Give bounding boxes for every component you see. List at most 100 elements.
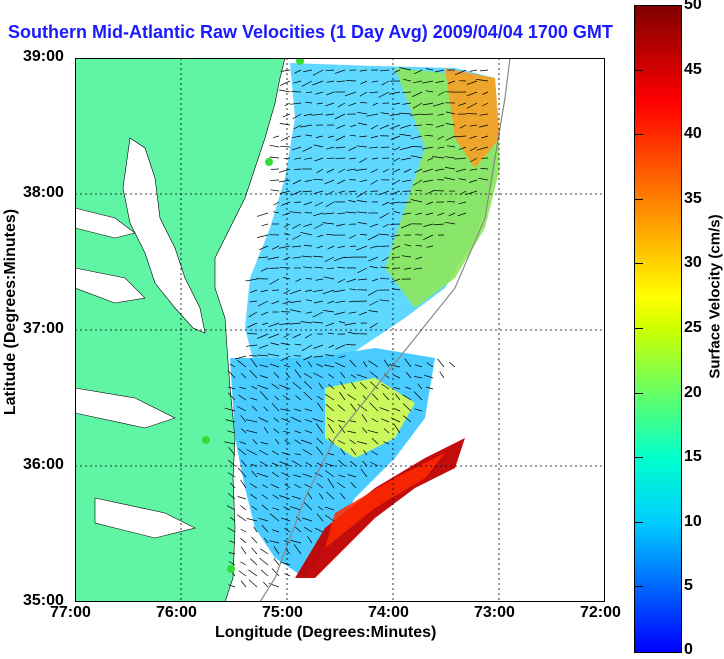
velocity-arrow — [327, 478, 335, 489]
velocity-arrow — [358, 311, 368, 316]
velocity-arrow — [258, 517, 269, 522]
velocity-arrow — [371, 393, 379, 401]
velocity-arrow — [269, 144, 280, 148]
velocity-arrow — [466, 91, 478, 97]
velocity-arrow — [333, 256, 346, 262]
velocity-arrow — [421, 146, 434, 150]
velocity-arrow — [304, 333, 313, 339]
velocity-arrow — [410, 113, 423, 116]
velocity-arrow — [357, 403, 368, 412]
velocity-arrow — [305, 91, 313, 94]
velocity-arrow — [393, 423, 401, 434]
velocity-arrow — [269, 513, 280, 522]
velocity-arrow — [328, 383, 335, 390]
velocity-arrow — [261, 223, 269, 227]
velocity-arrow — [252, 439, 258, 445]
velocity-arrow — [312, 255, 324, 258]
velocity-arrow — [482, 91, 489, 95]
colorbar-tick: 25 — [684, 319, 702, 336]
velocity-arrow — [454, 135, 467, 138]
velocity-arrow — [345, 344, 357, 346]
velocity-arrow — [240, 537, 247, 544]
velocity-arrow — [327, 245, 335, 250]
velocity-arrow — [334, 311, 346, 315]
velocity-arrow — [355, 245, 368, 251]
velocity-arrow — [323, 310, 335, 313]
velocity-arrow — [363, 449, 368, 456]
velocity-arrow — [246, 419, 258, 423]
velocity-arrow — [379, 407, 390, 412]
velocity-arrow — [290, 540, 302, 544]
velocity-arrow — [361, 414, 368, 423]
velocity-arrow — [367, 429, 379, 434]
velocity-arrow — [240, 459, 247, 467]
velocity-arrow — [316, 437, 324, 445]
velocity-arrow — [281, 417, 291, 423]
velocity-arrow — [251, 470, 258, 478]
velocity-arrow — [271, 403, 280, 412]
velocity-arrow — [279, 322, 291, 326]
velocity-arrow — [476, 79, 489, 82]
velocity-arrow — [312, 344, 324, 349]
velocity-arrow — [292, 113, 302, 120]
velocity-arrow — [422, 80, 434, 84]
velocity-arrow — [292, 179, 302, 185]
velocity-arrow — [437, 135, 445, 140]
velocity-arrow — [344, 256, 357, 258]
velocity-arrow — [273, 201, 280, 206]
velocity-arrow — [315, 423, 324, 434]
velocity-arrow — [401, 157, 412, 161]
velocity-arrow — [335, 300, 346, 304]
velocity-arrow — [445, 111, 456, 115]
velocity-arrow — [292, 223, 302, 229]
velocity-arrow — [271, 462, 280, 467]
velocity-arrow — [370, 124, 379, 130]
velocity-arrow — [371, 418, 379, 423]
velocity-arrow — [241, 428, 247, 434]
velocity-arrow — [246, 429, 258, 434]
velocity-arrow — [293, 474, 302, 478]
velocity-arrow — [240, 546, 247, 555]
velocity-arrow — [311, 113, 324, 116]
velocity-arrow — [325, 491, 335, 500]
velocity-arrow — [335, 135, 346, 141]
velocity-arrow — [312, 69, 324, 76]
velocity-arrow — [437, 113, 445, 116]
velocity-arrow — [273, 417, 280, 423]
velocity-arrow — [377, 190, 390, 196]
velocity-arrow — [249, 483, 258, 489]
velocity-arrow — [327, 300, 335, 304]
velocity-arrow — [236, 514, 247, 522]
velocity-arrow — [279, 190, 291, 194]
velocity-arrow — [257, 234, 269, 238]
velocity-arrow — [324, 256, 335, 263]
velocity-arrow — [348, 146, 357, 151]
velocity-arrow — [347, 394, 357, 401]
map-title: Southern Mid-Atlantic Raw Velocities (1 … — [8, 22, 613, 42]
velocity-arrow — [303, 113, 313, 116]
velocity-arrow — [293, 408, 302, 412]
velocity-arrow — [412, 91, 423, 98]
velocity-arrow — [395, 393, 401, 401]
velocity-arrow — [477, 177, 489, 181]
velocity-arrow — [291, 495, 302, 500]
velocity-arrow — [271, 300, 280, 305]
velocity-arrow — [305, 278, 313, 280]
velocity-arrow — [424, 134, 434, 137]
velocity-arrow — [317, 402, 324, 412]
velocity-arrow — [273, 211, 280, 214]
velocity-arrow — [224, 441, 236, 445]
velocity-arrow — [314, 472, 324, 478]
velocity-arrow — [271, 450, 280, 456]
velocity-arrow — [339, 381, 346, 390]
velocity-arrow — [355, 168, 368, 171]
velocity-arrow — [227, 392, 236, 401]
velocity-arrow — [432, 156, 445, 159]
velocity-arrow — [334, 362, 346, 368]
velocity-arrow — [250, 397, 258, 401]
velocity-arrow — [249, 289, 258, 294]
velocity-arrow — [294, 439, 302, 445]
velocity-arrow — [316, 168, 324, 174]
velocity-arrow — [479, 113, 489, 116]
velocity-arrow — [260, 267, 269, 272]
